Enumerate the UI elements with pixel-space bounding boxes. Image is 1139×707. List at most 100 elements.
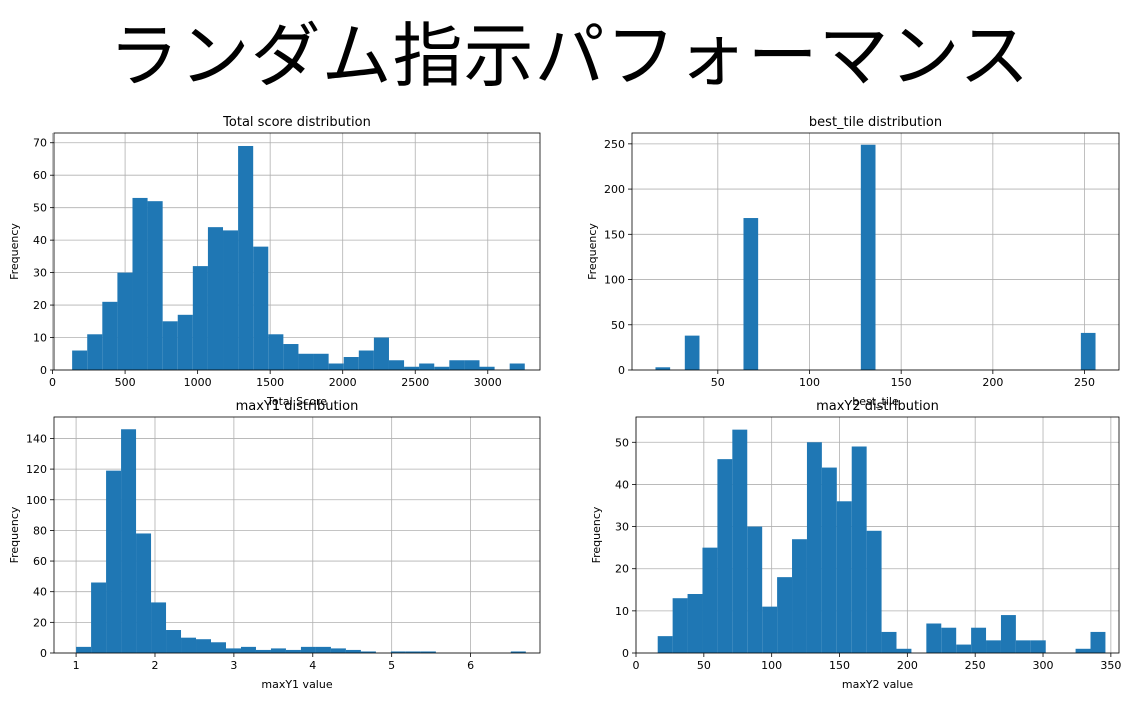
- histogram-bar: [328, 363, 344, 370]
- histogram-bar: [91, 582, 107, 653]
- plot-frame: [635, 416, 1120, 654]
- histogram-bar: [270, 648, 286, 653]
- histogram-bar: [687, 594, 703, 653]
- y-tick-label: 20: [615, 563, 629, 576]
- y-tick-label: 40: [615, 478, 629, 491]
- y-tick-label: 50: [611, 319, 625, 332]
- histogram-bar: [747, 526, 763, 653]
- histogram-bar: [315, 646, 331, 653]
- y-tick-label: 30: [33, 267, 47, 280]
- histogram-bar: [285, 649, 301, 653]
- x-tick-label: 1: [73, 659, 80, 672]
- x-tick-label: 0: [49, 376, 56, 389]
- x-tick-label: 1500: [256, 376, 284, 389]
- histogram-bar: [971, 627, 987, 653]
- histogram-bar: [743, 218, 759, 370]
- chart-total-score: 0 500 1000 1500 2000 2500 3000 0 10 20 30 40 50 60 70 T…: [8, 115, 541, 408]
- histogram-bar: [147, 201, 163, 370]
- histogram-bar: [177, 314, 193, 370]
- y-tick-label: 120: [26, 463, 47, 476]
- x-tick-label: 150: [891, 376, 912, 389]
- y-tick-label: 200: [604, 183, 625, 196]
- histogram-bar: [358, 350, 374, 370]
- histogram-bar: [684, 335, 700, 370]
- histogram-bar: [211, 642, 226, 653]
- histogram-bar: [373, 337, 389, 370]
- histogram-bar: [657, 636, 673, 653]
- histogram-bar: [420, 651, 436, 653]
- histogram-bar: [298, 353, 314, 370]
- x-tick-label: 1000: [184, 376, 212, 389]
- x-axis-label: best_tile: [852, 395, 899, 408]
- histogram-bar: [132, 197, 148, 370]
- histogram-bar: [102, 301, 118, 370]
- chart-title: maxY2 distribution: [816, 399, 939, 414]
- y-tick-label: 0: [618, 364, 625, 377]
- y-tick-label: 70: [33, 137, 47, 150]
- histogram-bar: [390, 651, 406, 653]
- histogram-bar: [1075, 648, 1091, 653]
- histogram-bar: [419, 363, 435, 370]
- x-tick-label: 500: [115, 376, 136, 389]
- histogram-bar: [162, 321, 178, 370]
- histogram-bar: [253, 246, 269, 370]
- histogram-bar: [343, 357, 359, 370]
- y-tick-label: 100: [604, 274, 625, 287]
- histogram-bar: [777, 577, 793, 653]
- x-tick-label: 200: [897, 659, 918, 672]
- histogram-bar: [181, 637, 197, 653]
- x-tick-label: 2500: [401, 376, 429, 389]
- plot-frame: [53, 132, 541, 371]
- x-tick-label: 250: [1074, 376, 1095, 389]
- histogram-bar: [926, 623, 942, 653]
- histogram-bar: [1080, 332, 1096, 370]
- x-tick-label: 250: [965, 659, 986, 672]
- y-tick-label: 50: [33, 202, 47, 215]
- histogram-bar: [87, 334, 103, 370]
- histogram-bar: [404, 366, 420, 370]
- chart-best-tile: 50 100 150 200 250 0 50 100 150 200 250 best_tile d…: [586, 115, 1120, 408]
- x-tick-label: 150: [829, 659, 850, 672]
- histogram-bar: [851, 446, 867, 653]
- histogram-bar: [225, 648, 241, 653]
- histogram-bar: [941, 627, 957, 653]
- y-tick-label: 30: [615, 521, 629, 534]
- x-tick-label: 6: [467, 659, 474, 672]
- y-tick-label: 10: [33, 332, 47, 345]
- y-tick-label: 50: [615, 436, 629, 449]
- y-tick-label: 60: [33, 169, 47, 182]
- y-tick-label: 60: [33, 555, 47, 568]
- y-tick-label: 150: [604, 228, 625, 241]
- x-tick-label: 4: [309, 659, 316, 672]
- y-tick-label: 100: [26, 494, 47, 507]
- x-tick-label: 50: [697, 659, 711, 672]
- chart-maxy2: 0 50 100 150 200 250 300 350 0 10 20 30 40 50 maxY2 di…: [590, 399, 1121, 691]
- histogram-bar: [479, 366, 495, 370]
- histogram-bar: [405, 651, 421, 653]
- histogram-bar: [896, 648, 912, 653]
- x-tick-label: 3: [230, 659, 237, 672]
- histogram-bar: [655, 367, 671, 370]
- histogram-bar: [207, 227, 224, 370]
- histogram-bar: [986, 640, 1001, 653]
- histogram-bar: [956, 644, 972, 653]
- histogram-bar: [1090, 631, 1106, 653]
- x-tick-label: 100: [799, 376, 820, 389]
- histogram-bar: [388, 360, 405, 370]
- histogram-bar: [121, 429, 137, 653]
- x-tick-label: 0: [633, 659, 640, 672]
- y-tick-label: 20: [33, 616, 47, 629]
- histogram-bar: [345, 649, 361, 653]
- x-tick-label: 350: [1100, 659, 1121, 672]
- histogram-bar: [151, 602, 167, 653]
- y-tick-label: 0: [40, 364, 47, 377]
- y-tick-label: 10: [615, 605, 629, 618]
- histogram-bar: [330, 648, 346, 653]
- histogram-bar: [1030, 640, 1046, 653]
- x-tick-label: 2: [151, 659, 158, 672]
- histogram-bar: [860, 144, 876, 370]
- y-axis-label: Frequency: [8, 506, 21, 563]
- y-tick-label: 250: [604, 138, 625, 151]
- y-tick-label: 40: [33, 234, 47, 247]
